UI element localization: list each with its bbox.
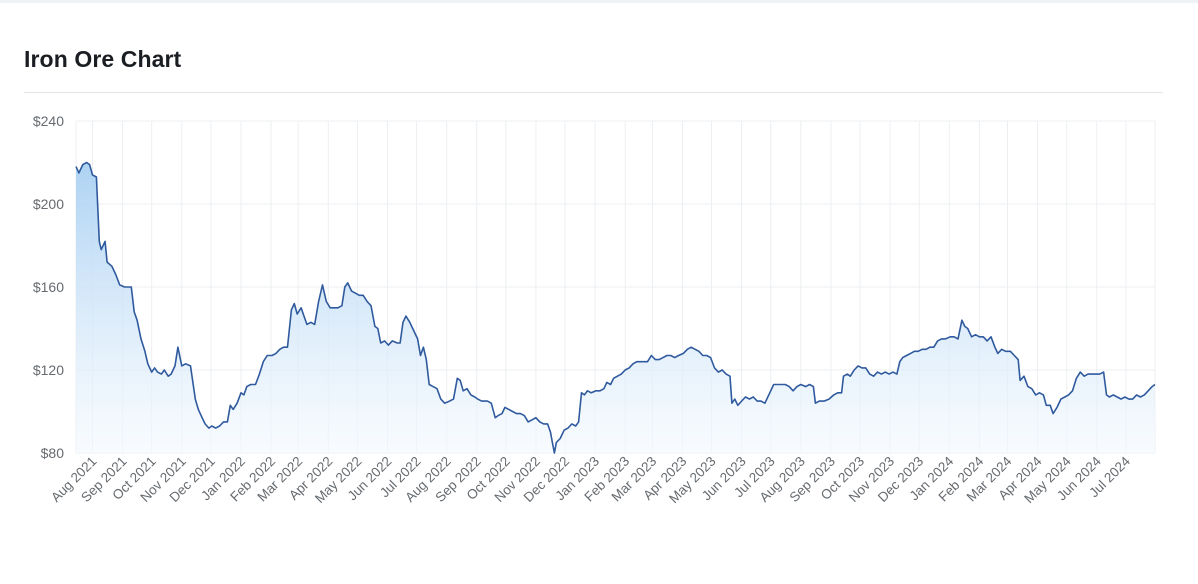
y-tick-label: $80 [41,445,65,461]
title-divider [24,92,1163,93]
page-title: Iron Ore Chart [24,46,182,72]
price-line [75,161,1156,454]
y-tick-label: $160 [33,279,64,295]
y-tick-label: $120 [33,362,64,378]
y-tick-label: $200 [33,196,64,212]
top-border [0,0,1198,3]
price-area [76,162,1155,453]
y-tick-label: $240 [33,113,64,129]
